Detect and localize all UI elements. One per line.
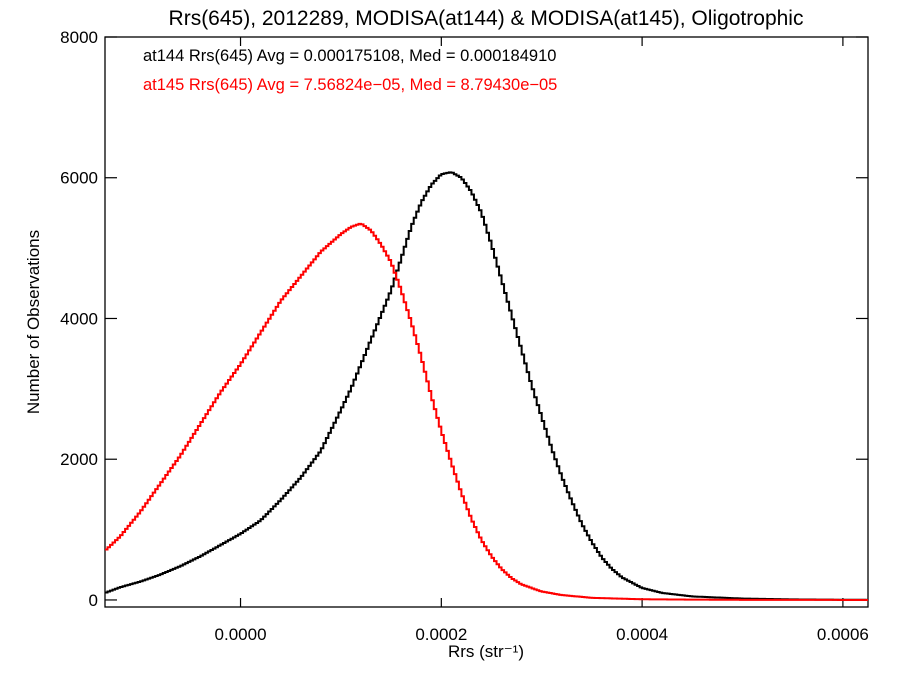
annotation-at145: at145 Rrs(645) Avg = 7.56824e−05, Med = … — [143, 76, 557, 94]
y-tick-label: 2000 — [60, 450, 98, 469]
y-tick-label: 6000 — [60, 169, 98, 188]
plot-area — [104, 36, 869, 608]
chart-title: Rrs(645), 2012289, MODISA(at144) & MODIS… — [169, 7, 804, 30]
x-tick-label: 0.0004 — [616, 625, 668, 644]
x-tick-label: 0.0002 — [415, 625, 467, 644]
annotation-at144: at144 Rrs(645) Avg = 0.000175108, Med = … — [143, 47, 556, 65]
axis-ticks: 0.0000 0.0002 0.0004 0.0006 0 2000 4000 6000 800… — [60, 28, 869, 644]
series-line-at144 — [105, 171, 868, 601]
series-lines — [105, 171, 868, 601]
y-tick-label: 0 — [89, 591, 98, 610]
x-tick-label: 0.0000 — [215, 625, 267, 644]
x-tick-label: 0.0006 — [817, 625, 869, 644]
y-tick-label: 4000 — [60, 309, 98, 328]
x-axis-label: Rrs (str⁻¹) — [448, 642, 524, 661]
y-tick-label: 8000 — [60, 28, 98, 47]
series-line-at145 — [105, 222, 868, 601]
y-axis-label: Number of Observations — [24, 230, 43, 414]
